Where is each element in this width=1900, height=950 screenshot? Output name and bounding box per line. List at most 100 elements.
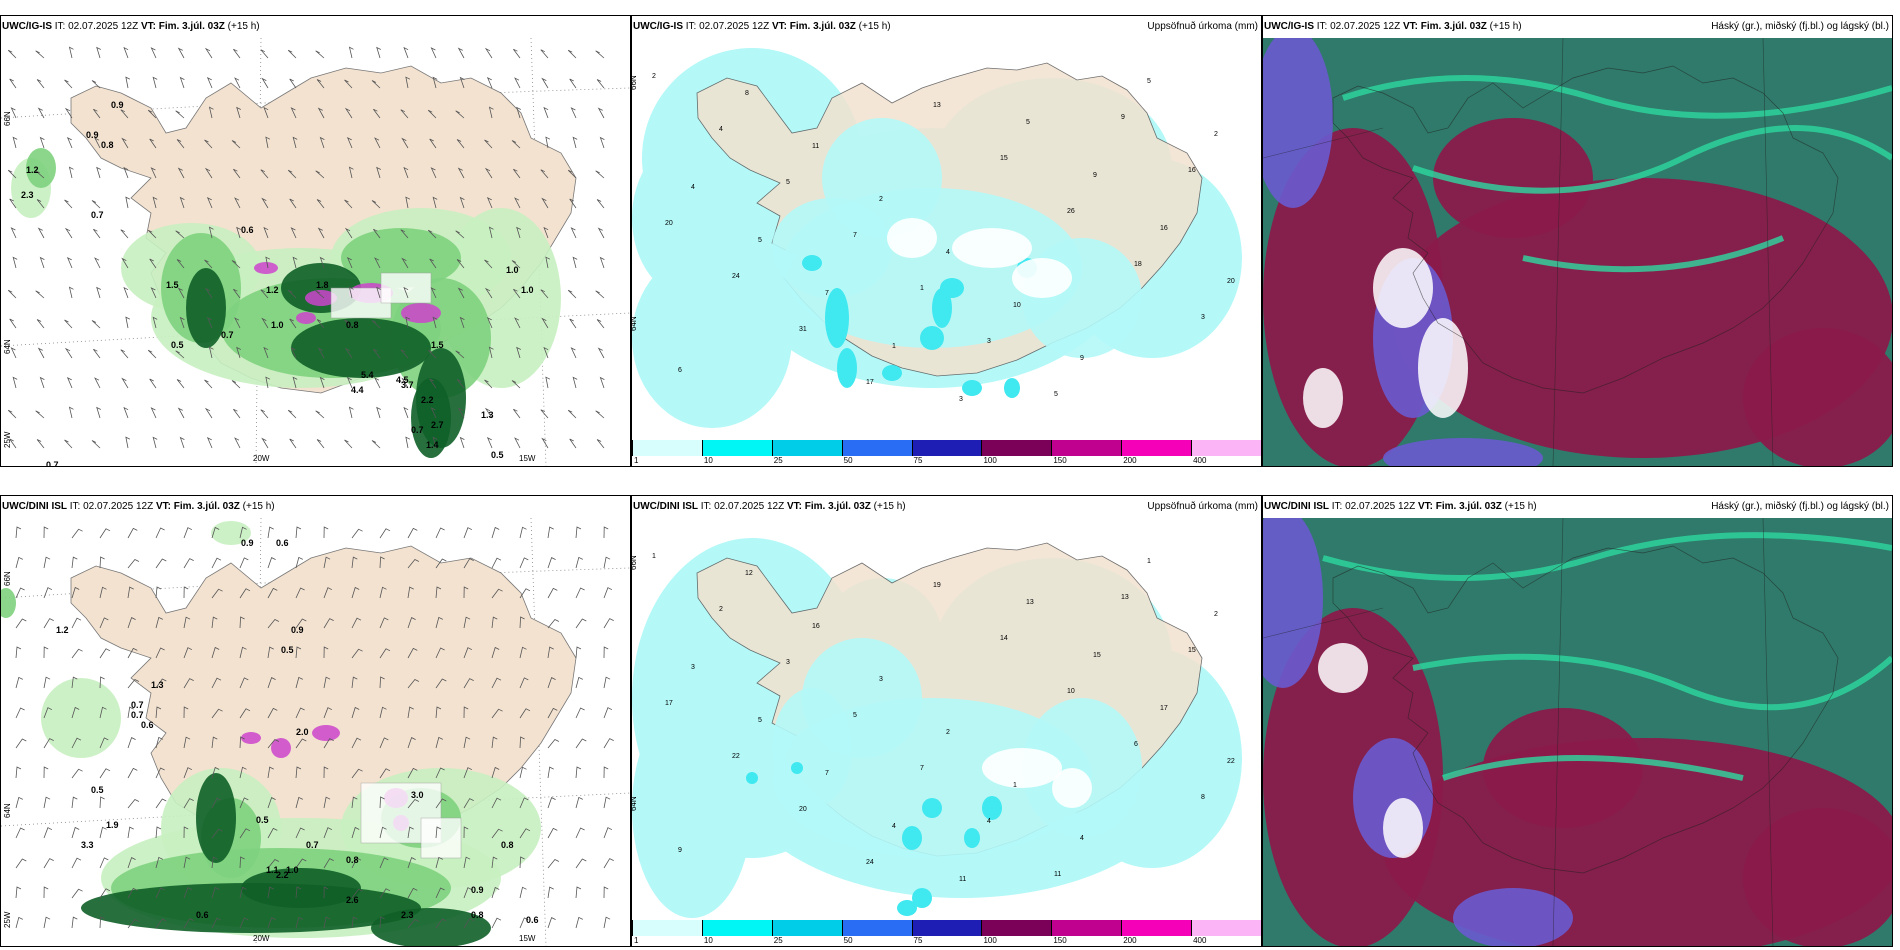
wind-precip-panel-row1: UWC/IG-IS IT: 02.07.2025 12Z VT: Fim. 3.… [0, 15, 631, 467]
wind-value-label: 1.0 [286, 865, 299, 875]
wind-barbs [7, 46, 605, 449]
graticule-line [1762, 38, 1774, 466]
wind-barb [239, 797, 249, 809]
wind-barb [371, 80, 381, 89]
wind-barb [177, 167, 185, 179]
wind-barb [595, 50, 605, 59]
wind-value-label: 1.8 [316, 280, 329, 290]
colorbar-tick: 1 [634, 456, 639, 465]
wind-barb [206, 437, 213, 449]
wind-barb [599, 376, 605, 389]
wind-barb [575, 827, 585, 839]
wind-barb [459, 196, 465, 209]
wind-barb [261, 437, 269, 449]
wind-barb [15, 526, 22, 539]
lead-time: (+15 h) [1489, 21, 1522, 32]
wind-value-label: 0.8 [501, 840, 514, 850]
wind-value-label: 0.7 [306, 840, 319, 850]
wind-barb [348, 286, 354, 299]
wind-barb [99, 617, 109, 629]
wind-barb [407, 737, 416, 749]
wind-barb [575, 646, 582, 659]
wind-barb [351, 826, 360, 839]
lead-time: (+15 h) [1504, 501, 1537, 512]
graticule-line [1263, 127, 1384, 159]
wind-barb [64, 319, 73, 329]
lat-label-25w: 25W [3, 431, 12, 448]
wind-barb [463, 826, 469, 839]
wind-barb [486, 197, 493, 209]
wind-barb [152, 316, 158, 329]
wind-barb [155, 616, 163, 629]
wind-barb [323, 587, 333, 599]
wind-value-label: 1.5 [431, 340, 444, 350]
valid-time: VT: Fim. 3.júl. 03Z [786, 501, 871, 512]
wind-barb [15, 618, 27, 629]
issue-time: IT: 02.07.2025 12Z [1316, 21, 1401, 32]
wind-barb [519, 828, 531, 839]
wind-barb [150, 167, 157, 179]
wind-barb [407, 617, 416, 629]
wind-barb [484, 47, 493, 59]
wind-barb [43, 886, 49, 899]
wind-barb [455, 110, 465, 119]
wind-barb [379, 888, 391, 899]
wind-barb [183, 887, 193, 899]
precip-value-label: 16 [1160, 225, 1168, 232]
wind-barb [127, 678, 140, 689]
wind-barb [183, 918, 194, 929]
wind-barb [267, 827, 278, 839]
wind-barb [379, 617, 389, 629]
precip-value-label: 1 [1013, 782, 1017, 789]
wind-barb [344, 347, 353, 359]
low-cloud-area-1 [1263, 608, 1443, 946]
wind-barb [177, 407, 185, 419]
wind-barb [152, 196, 158, 209]
wind-barb [371, 200, 381, 209]
clear-area-0 [1318, 643, 1368, 693]
wind-barb [290, 227, 297, 239]
lon-label-15w: 15W [519, 454, 536, 463]
snow-area-2 [312, 725, 340, 741]
wind-barb [234, 437, 241, 449]
wind-barb [516, 346, 521, 359]
wind-barb [43, 587, 53, 599]
wind-barb [486, 77, 493, 89]
wind-barb [211, 917, 222, 929]
glacier-area-1 [380, 272, 432, 304]
wind-barb [152, 436, 158, 449]
wind-value-label: 5.4 [361, 370, 374, 380]
wind-barb [267, 858, 280, 869]
wind-barb [204, 167, 213, 179]
wind-barb [179, 196, 185, 209]
wind-barb [127, 887, 138, 899]
wind-barb [64, 227, 73, 239]
precip-light-area-5 [632, 138, 752, 298]
low-cloud-area-3 [1483, 708, 1643, 828]
precip-colorbar: 1 10 25 50 75 100 150 200 400 [632, 440, 1261, 466]
wind-barb [567, 409, 577, 419]
wind-barb [234, 197, 241, 209]
wind-barb [66, 137, 73, 149]
wind-barb [463, 678, 474, 689]
model-name: UWC/DINI ISL [1264, 501, 1329, 512]
precip-value-label: 15 [1000, 155, 1008, 162]
wind-barbs [15, 526, 614, 929]
lat-label-25w: 25W [3, 911, 12, 928]
precip-value-label: 5 [1147, 78, 1151, 85]
wind-barb [344, 79, 353, 89]
wind-barb [211, 526, 220, 539]
wind-barb [540, 409, 549, 419]
wind-barb [155, 527, 165, 539]
wind-barb [233, 168, 241, 179]
precip-area-8 [186, 268, 226, 348]
wind-value-label: 1.3 [151, 680, 164, 690]
wind-barb [430, 407, 437, 419]
wind-barb [125, 196, 131, 209]
colorbar-swatch [1051, 440, 1122, 456]
wind-value-label: 2.2 [421, 395, 434, 405]
wind-barb [127, 527, 138, 539]
wind-barb [231, 260, 241, 269]
wind-barb [379, 528, 391, 539]
panel-header: UWC/IG-IS IT: 02.07.2025 12Z VT: Fim. 3.… [1263, 16, 1892, 38]
